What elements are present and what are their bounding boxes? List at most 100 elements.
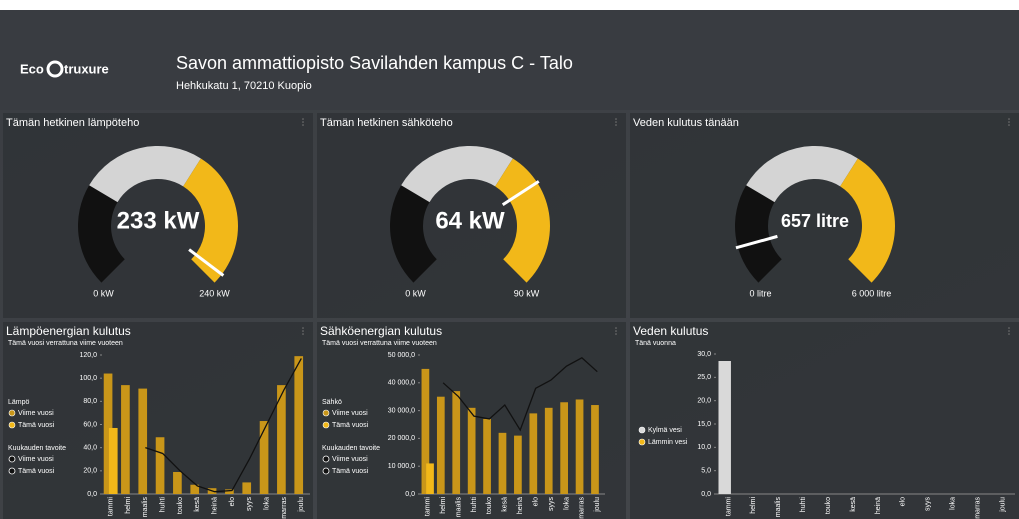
- legend-label: Tämä vuosi: [18, 422, 55, 429]
- x-tick-label: touko: [825, 497, 832, 514]
- x-tick-label: heinä: [517, 497, 524, 514]
- legend-label: Viime vuosi: [18, 456, 54, 463]
- header-bar: [0, 10, 1019, 110]
- bar: [277, 385, 286, 494]
- bar: [121, 385, 130, 494]
- gauge-segment: [389, 185, 437, 283]
- bar: [155, 437, 165, 494]
- legend-swatch: [638, 438, 646, 446]
- gauge-value: 233 kW: [117, 207, 200, 234]
- logo-suffix: truxure: [64, 61, 109, 76]
- x-tick-label: syys: [246, 497, 253, 512]
- gauge-segment: [495, 158, 550, 283]
- x-tick-label: touko: [177, 497, 184, 514]
- y-tick-label: 10,0: [697, 444, 711, 451]
- x-tick-label: syys: [925, 497, 932, 512]
- bar: [718, 361, 731, 494]
- y-tick-label: 0,0: [701, 491, 711, 498]
- gauge-min-label: 0 kW: [405, 288, 426, 298]
- gauge: [735, 146, 895, 283]
- panel-menu-dot: [1008, 327, 1010, 329]
- gauge: [389, 145, 550, 283]
- x-tick-label: huhti: [800, 497, 807, 513]
- x-tick-label: loka: [264, 497, 271, 510]
- legend-title: Sähkö: [322, 399, 342, 406]
- gauge-value: 64 kW: [435, 207, 505, 234]
- gauge-max-label: 90 kW: [514, 288, 540, 298]
- x-tick-label: huhti: [160, 497, 167, 513]
- panel-menu-dot: [1008, 124, 1010, 126]
- x-tick-label: loka: [950, 497, 957, 510]
- x-tick-label: joulu: [999, 497, 1006, 513]
- y-tick-label: 80,0: [83, 398, 97, 405]
- y-tick-label: 5,0: [701, 468, 711, 475]
- legend-label: Viime vuosi: [332, 410, 368, 417]
- x-tick-label: marras: [579, 497, 586, 519]
- x-tick-label: elo: [900, 497, 907, 506]
- site-address: Hehkukatu 1, 70210 Kuopio: [176, 80, 312, 92]
- y-tick-label: 10 000,0: [388, 463, 415, 470]
- panel-title: Tämän hetkinen sähköteho: [320, 117, 453, 129]
- chart-subtitle: Tämä vuosi verrattuna viime vuoteen: [8, 340, 123, 347]
- y-tick-label: 30 000,0: [388, 407, 415, 414]
- panel-menu-dot: [1008, 330, 1010, 332]
- bar: [421, 368, 430, 494]
- panel-menu-dot: [615, 330, 617, 332]
- gauge-value: 657 litre: [781, 211, 849, 231]
- y-tick-label: 100,0: [79, 375, 97, 382]
- y-tick-label: 40 000,0: [388, 380, 415, 387]
- x-tick-label: tammi: [725, 497, 732, 517]
- x-tick-label: kesä: [850, 497, 857, 512]
- chart-subtitle: Tämä vuosi verrattuna viime vuoteen: [322, 340, 437, 347]
- panel-menu-dot: [1008, 333, 1010, 335]
- x-tick-label: marras: [281, 497, 288, 519]
- panel-menu-dot: [1008, 121, 1010, 123]
- panel-menu-dot: [302, 121, 304, 123]
- x-tick-label: helmi: [750, 497, 757, 514]
- x-tick-label: loka: [563, 497, 570, 510]
- bar: [103, 373, 113, 494]
- panel-menu-dot: [302, 333, 304, 335]
- x-tick-label: elo: [229, 497, 236, 506]
- bar: [575, 399, 584, 494]
- x-tick-label: huhti: [471, 497, 478, 513]
- panel-title: Veden kulutus: [633, 324, 708, 338]
- panel-menu-dot: [615, 327, 617, 329]
- x-tick-label: joulu: [298, 497, 305, 513]
- panel: [630, 322, 1019, 519]
- x-tick-label: kesä: [194, 497, 201, 512]
- x-tick-label: elo: [532, 497, 539, 506]
- bar: [436, 396, 445, 494]
- bar: [560, 402, 568, 494]
- bar: [225, 489, 234, 494]
- bar: [514, 435, 522, 494]
- bar: [138, 388, 148, 494]
- legend-label: Tämä vuosi: [332, 422, 369, 429]
- legend-swatch: [638, 426, 646, 434]
- x-tick-label: syys: [548, 497, 555, 512]
- gauge-needle: [188, 248, 225, 277]
- bar: [426, 463, 434, 494]
- chart-subtitle: Tänä vuonna: [635, 340, 676, 347]
- legend-swatch: [322, 421, 330, 429]
- panel-menu-dot: [302, 330, 304, 332]
- gauge-segment: [78, 185, 125, 283]
- y-tick-label: 15,0: [697, 421, 711, 428]
- x-tick-label: maalis: [142, 497, 149, 518]
- gauge: [78, 146, 238, 283]
- y-tick-label: 0,0: [87, 491, 97, 498]
- legend-label: Tämä vuosi: [332, 468, 369, 475]
- x-tick-label: heinä: [875, 497, 882, 514]
- legend-label: Lämmin vesi: [648, 439, 688, 446]
- bar: [452, 391, 461, 494]
- legend-swatch: [322, 455, 330, 463]
- gauge-min-label: 0 litre: [749, 288, 771, 298]
- panel-title: Tämän hetkinen lämpöteho: [6, 117, 139, 129]
- legend-label: Tämä vuosi: [18, 468, 55, 475]
- gauge-segment: [401, 145, 513, 203]
- legend-label: Viime vuosi: [332, 456, 368, 463]
- gauge-segment: [735, 185, 782, 283]
- y-tick-label: 30,0: [697, 351, 711, 358]
- x-tick-label: helmi: [440, 497, 447, 514]
